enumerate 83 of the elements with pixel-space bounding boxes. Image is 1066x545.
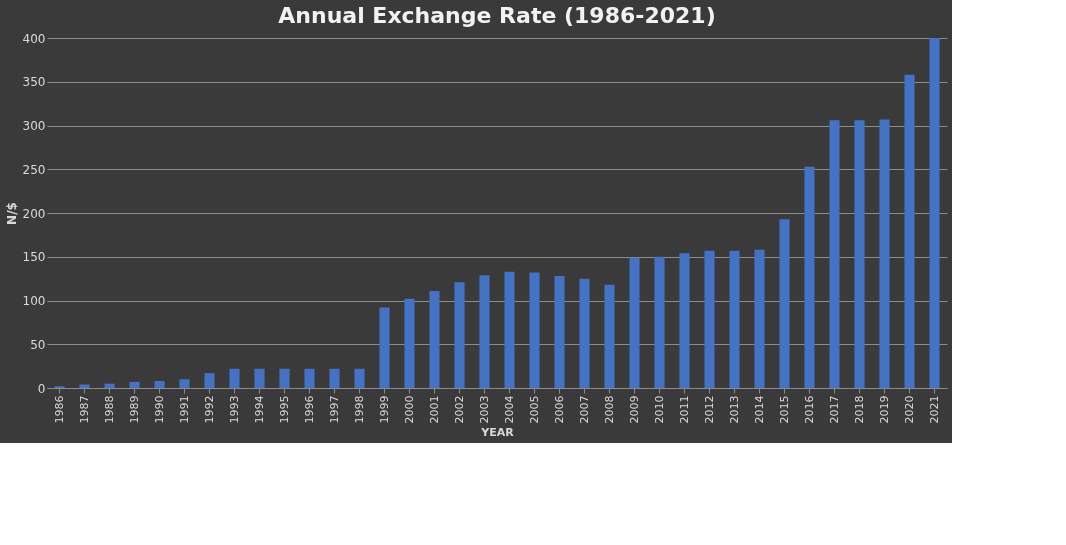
bar — [129, 381, 140, 388]
x-tick-label: 1999 — [377, 395, 391, 424]
x-tick-label: 2020 — [902, 395, 916, 424]
bar — [829, 120, 840, 388]
bar — [529, 272, 540, 388]
chart-title: Annual Exchange Rate (1986-2021) — [278, 3, 716, 28]
bar — [154, 381, 165, 388]
x-tick-label: 2019 — [877, 395, 891, 424]
bar — [654, 256, 665, 388]
bar — [904, 74, 915, 388]
x-tick-label: 1989 — [127, 395, 141, 424]
bar — [454, 282, 465, 388]
bar — [504, 271, 515, 388]
x-tick-label: 2021 — [927, 395, 941, 424]
x-tick-label: 1998 — [352, 395, 366, 424]
bar — [179, 379, 190, 388]
x-tick-label: 2006 — [552, 395, 566, 424]
x-tick-label: 1996 — [302, 395, 316, 424]
x-tick-label: 1988 — [102, 395, 116, 424]
x-tick-label: 1992 — [202, 395, 216, 424]
y-axis-title: N/$ — [4, 202, 19, 225]
x-tick-label: 1993 — [227, 395, 241, 424]
bar — [704, 250, 715, 388]
y-tick-label: 50 — [30, 337, 46, 352]
x-tick-label: 2004 — [502, 395, 516, 424]
bar — [204, 373, 215, 388]
y-tick-label: 200 — [22, 206, 46, 221]
x-tick-label: 1995 — [277, 395, 291, 424]
x-tick-label: 2005 — [527, 395, 541, 424]
bar — [254, 368, 265, 388]
x-tick-label: 1987 — [77, 395, 91, 424]
x-tick-label: 2009 — [627, 395, 641, 424]
bar — [929, 38, 940, 388]
bar — [279, 368, 290, 388]
x-tick-label: 2008 — [602, 395, 616, 424]
bar — [779, 219, 790, 388]
bar — [79, 384, 90, 388]
bar — [329, 368, 340, 388]
x-tick-label: 1986 — [52, 395, 66, 424]
bar — [754, 249, 765, 388]
bar — [729, 250, 740, 388]
x-tick-label: 2002 — [452, 395, 466, 424]
bar — [229, 368, 240, 388]
bar — [304, 368, 315, 388]
bar — [679, 253, 690, 388]
bar — [429, 290, 440, 388]
x-tick-label: 2007 — [577, 395, 591, 424]
bar — [354, 368, 365, 388]
y-tick-label: 100 — [22, 294, 46, 308]
x-tick-label: 2010 — [652, 395, 666, 424]
x-tick-label: 2014 — [752, 395, 766, 424]
x-tick-label: 1997 — [327, 395, 341, 424]
x-tick-label: 2003 — [477, 395, 491, 424]
x-tick-label: 2015 — [777, 395, 791, 424]
x-tick-label: 2017 — [827, 395, 841, 424]
bar — [879, 119, 890, 388]
bar — [104, 383, 115, 388]
bar — [854, 120, 865, 388]
bar — [629, 257, 640, 388]
bar — [479, 275, 490, 388]
bar — [379, 307, 390, 388]
bar — [579, 278, 590, 388]
x-tick-label: 1990 — [152, 395, 166, 424]
x-tick-label: 2012 — [702, 395, 716, 424]
y-tick-label: 250 — [22, 162, 46, 177]
x-tick-label: 2001 — [427, 395, 441, 424]
bar — [404, 298, 415, 388]
y-tick-label: 150 — [22, 250, 46, 265]
x-tick-label: 1991 — [177, 395, 191, 424]
x-tick-label: 2000 — [402, 395, 416, 424]
bar — [604, 284, 615, 388]
x-tick-label: 2018 — [852, 395, 866, 424]
bar — [804, 166, 815, 388]
y-tick-label: 400 — [22, 31, 46, 46]
x-axis-title: YEAR — [480, 426, 515, 440]
x-tick-label: 2013 — [727, 395, 741, 424]
x-tick-label: 1994 — [252, 395, 266, 424]
y-tick-label: 300 — [22, 119, 46, 133]
y-tick-label: 350 — [22, 75, 46, 90]
y-tick-label: 0 — [37, 381, 46, 396]
x-tick-label: 2016 — [802, 395, 816, 424]
x-tick-label: 2011 — [677, 395, 691, 424]
bar — [554, 276, 565, 388]
